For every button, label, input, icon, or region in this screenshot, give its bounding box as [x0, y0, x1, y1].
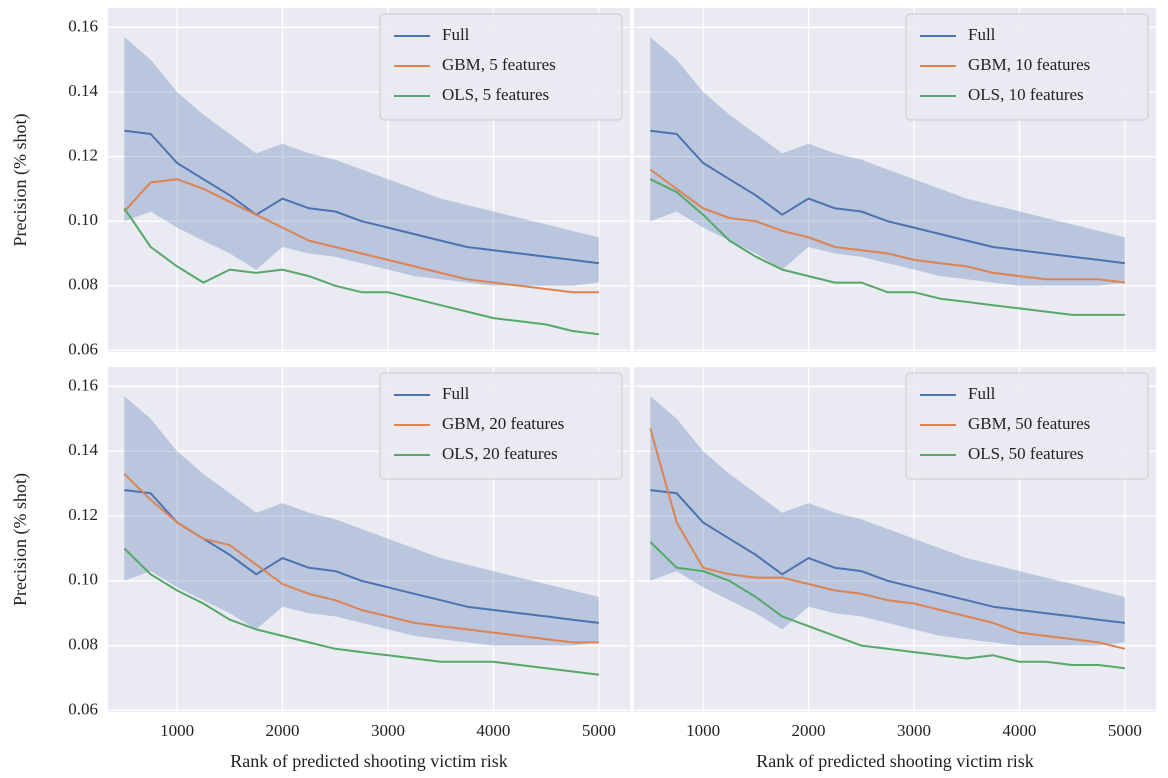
plot-layer: [123, 37, 600, 336]
legend-label: GBM, 5 features: [442, 55, 556, 74]
x-axis-label: Rank of predicted shooting victim risk: [230, 751, 507, 771]
y-tick-label: 0.14: [68, 81, 98, 100]
legend-label: GBM, 20 features: [442, 414, 564, 433]
legend-label: OLS, 50 features: [968, 444, 1084, 463]
subplot: 0.06 0.08 0.10 0.12 0.14 0.16 Precision (% sho…: [10, 8, 630, 358]
legend-box: [379, 13, 623, 121]
plot-layer: [649, 396, 1126, 670]
legend-box: [379, 372, 623, 480]
series-line: [649, 168, 1126, 284]
legend-label: GBM, 50 features: [968, 414, 1090, 433]
y-tick-label: 0.08: [68, 634, 98, 653]
series-line: [123, 473, 599, 644]
x-tick-label: 4000: [1002, 721, 1036, 740]
plot-layer: [123, 396, 600, 676]
confidence-band: [650, 396, 1125, 646]
x-tick-label: 5000: [582, 721, 616, 740]
legend-label: Full: [442, 25, 470, 44]
y-tick-label: 0.08: [68, 275, 98, 294]
legend-label: Full: [968, 25, 996, 44]
y-tick-label: 0.12: [68, 505, 98, 524]
y-axis-label: Precision (% shot): [10, 473, 31, 606]
legend-label: Full: [968, 384, 996, 403]
y-tick-label: 0.06: [68, 699, 98, 718]
x-tick-label: 3000: [897, 721, 931, 740]
y-tick-label: 0.10: [68, 210, 98, 229]
y-tick-label: 0.10: [68, 570, 98, 589]
legend-label: GBM, 10 features: [968, 55, 1090, 74]
legend-label: Full: [442, 384, 470, 403]
series-line: [650, 489, 1126, 624]
series-line: [649, 428, 1126, 650]
legend-label: OLS, 10 features: [968, 85, 1084, 104]
y-axis-label: Precision (% shot): [10, 114, 31, 247]
legend-box: [905, 372, 1149, 480]
x-axis-label: Rank of predicted shooting victim risk: [756, 751, 1033, 771]
subplot: 1000 2000 3000 4000 5000 Rank of predicted sh…: [634, 367, 1156, 771]
subplot: Full GBM, 10 features OLS, 10 features: [634, 8, 1156, 352]
series-line: [123, 207, 600, 336]
confidence-band: [650, 37, 1125, 286]
y-tick-label: 0.06: [68, 339, 98, 358]
series-line: [123, 178, 599, 294]
confidence-band: [124, 396, 599, 646]
x-tick-label: 4000: [476, 721, 510, 740]
series-line: [650, 129, 1126, 265]
legend-label: OLS, 5 features: [442, 85, 549, 104]
plot-layer: [649, 37, 1126, 316]
legend-box: [905, 13, 1149, 121]
x-tick-label: 2000: [266, 721, 300, 740]
series-line: [123, 547, 600, 676]
legend-label: OLS, 20 features: [442, 444, 558, 463]
legend: Full GBM, 20 features OLS, 20 features: [379, 372, 623, 480]
y-tick-label: 0.12: [68, 145, 98, 164]
legend: Full GBM, 10 features OLS, 10 features: [905, 13, 1149, 121]
series-line: [124, 129, 600, 265]
x-tick-label: 5000: [1108, 721, 1142, 740]
x-tick-label: 3000: [371, 721, 405, 740]
y-tick-label: 0.16: [68, 375, 98, 394]
series-line: [649, 541, 1126, 670]
x-tick-label: 1000: [160, 721, 194, 740]
confidence-band: [124, 37, 599, 286]
subplot: 0.06 0.08 0.10 0.12 0.14 0.16 1000 2000 3000 4000…: [10, 367, 630, 771]
x-tick-label: 1000: [686, 721, 720, 740]
series-line: [649, 178, 1125, 316]
legend: Full GBM, 5 features OLS, 5 features: [379, 13, 623, 121]
y-tick-label: 0.16: [68, 16, 98, 35]
y-tick-label: 0.14: [68, 440, 98, 459]
legend: Full GBM, 50 features OLS, 50 features: [905, 372, 1149, 480]
x-tick-label: 2000: [792, 721, 826, 740]
